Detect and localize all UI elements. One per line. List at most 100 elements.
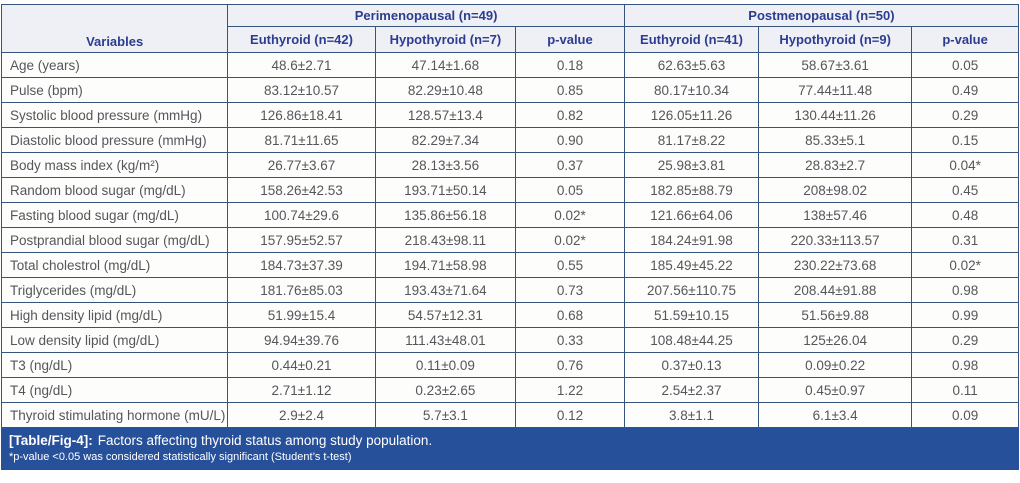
cell-value: 0.37±0.13	[623, 352, 760, 378]
cell-value: 28.13±3.56	[374, 152, 517, 178]
row-label: Thyroid stimulating hormone (mU/L)	[0, 402, 229, 428]
cell-value: 0.44±0.21	[227, 352, 376, 378]
row-label: Body mass index (kg/m²)	[0, 152, 229, 178]
table-row: Diastolic blood pressure (mmHg) 81.71±11…	[0, 127, 1019, 153]
cell-value: 0.04*	[911, 152, 1019, 178]
cell-value: 0.33	[515, 327, 625, 353]
table-row: Age (years) 48.6±2.71 47.14±1.68 0.18 62…	[0, 52, 1019, 78]
row-label: Systolic blood pressure (mmHg)	[0, 102, 229, 128]
table-row: Low density lipid (mg/dL) 94.94±39.76 11…	[0, 327, 1019, 353]
caption-text: Factors affecting thyroid status among s…	[97, 433, 433, 448]
cell-value: 184.24±91.98	[623, 227, 760, 253]
cell-value: 0.99	[911, 302, 1019, 328]
cell-value: 0.98	[911, 352, 1019, 378]
row-label: Total cholestrol (mg/dL)	[0, 252, 229, 278]
cell-value: 0.23±2.65	[374, 377, 517, 403]
cell-value: 121.66±64.06	[623, 202, 760, 228]
column-header-pvalue-peri: p-value	[515, 26, 625, 53]
cell-value: 0.45	[911, 177, 1019, 203]
column-header-variables: Variables	[0, 4, 229, 53]
cell-value: 184.73±37.39	[227, 252, 376, 278]
row-label: Pulse (bpm)	[0, 77, 229, 103]
row-label: Fasting blood sugar (mg/dL)	[0, 202, 229, 228]
cell-value: 0.31	[911, 227, 1019, 253]
figure-caption: [Table/Fig-4]: Factors affecting thyroid …	[9, 432, 1009, 450]
cell-value: 0.45±0.97	[758, 377, 913, 403]
cell-value: 0.85	[515, 77, 625, 103]
cell-value: 138±57.46	[758, 202, 913, 228]
cell-value: 0.68	[515, 302, 625, 328]
cell-value: 128.57±13.4	[374, 102, 517, 128]
cell-value: 135.86±56.18	[374, 202, 517, 228]
cell-value: 0.29	[911, 327, 1019, 353]
cell-value: 51.56±9.88	[758, 302, 913, 328]
cell-value: 208.44±91.88	[758, 277, 913, 303]
cell-value: 0.98	[911, 277, 1019, 303]
cell-value: 220.33±113.57	[758, 227, 913, 253]
cell-value: 85.33±5.1	[758, 127, 913, 153]
row-label: High density lipid (mg/dL)	[0, 302, 229, 328]
table-row: T3 (ng/dL) 0.44±0.21 0.11±0.09 0.76 0.37…	[0, 352, 1019, 378]
table-row: Random blood sugar (mg/dL) 158.26±42.53 …	[0, 177, 1019, 203]
cell-value: 208±98.02	[758, 177, 913, 203]
cell-value: 0.12	[515, 402, 625, 428]
row-label: T3 (ng/dL)	[0, 352, 229, 378]
group-header-perimenopausal: Perimenopausal (n=49)	[227, 4, 625, 27]
cell-value: 80.17±10.34	[623, 77, 760, 103]
cell-value: 28.83±2.7	[758, 152, 913, 178]
cell-value: 77.44±11.48	[758, 77, 913, 103]
cell-value: 0.82	[515, 102, 625, 128]
cell-value: 108.48±44.25	[623, 327, 760, 353]
table-row: Pulse (bpm) 83.12±10.57 82.29±10.48 0.85…	[0, 77, 1019, 103]
cell-value: 193.71±50.14	[374, 177, 517, 203]
cell-value: 48.6±2.71	[227, 52, 376, 78]
cell-value: 62.63±5.63	[623, 52, 760, 78]
cell-value: 2.54±2.37	[623, 377, 760, 403]
row-label: T4 (ng/dL)	[0, 377, 229, 403]
cell-value: 47.14±1.68	[374, 52, 517, 78]
results-table: Variables Perimenopausal (n=49) Postmeno…	[0, 4, 1020, 428]
cell-value: 94.94±39.76	[227, 327, 376, 353]
cell-value: 51.99±15.4	[227, 302, 376, 328]
cell-value: 0.37	[515, 152, 625, 178]
cell-value: 0.09	[911, 402, 1019, 428]
table-row: Thyroid stimulating hormone (mU/L) 2.9±2…	[0, 402, 1019, 428]
cell-value: 6.1±3.4	[758, 402, 913, 428]
cell-value: 0.11	[911, 377, 1019, 403]
cell-value: 58.67±3.61	[758, 52, 913, 78]
cell-value: 2.9±2.4	[227, 402, 376, 428]
table-row: Triglycerides (mg/dL) 181.76±85.03 193.4…	[0, 277, 1019, 303]
table-caption-bar: [Table/Fig-4]: Factors affecting thyroid …	[1, 428, 1019, 470]
cell-value: 0.18	[515, 52, 625, 78]
row-label: Diastolic blood pressure (mmHg)	[0, 127, 229, 153]
column-header-pvalue-post: p-value	[911, 26, 1019, 53]
cell-value: 5.7±3.1	[374, 402, 517, 428]
column-header-euthyroid-peri: Euthyroid (n=42)	[227, 26, 376, 53]
cell-value: 157.95±52.57	[227, 227, 376, 253]
cell-value: 0.02*	[911, 252, 1019, 278]
cell-value: 0.29	[911, 102, 1019, 128]
group-header-postmenopausal: Postmenopausal (n=50)	[623, 4, 1020, 27]
table-row: Fasting blood sugar (mg/dL) 100.74±29.6 …	[0, 202, 1019, 228]
cell-value: 182.85±88.79	[623, 177, 760, 203]
cell-value: 0.05	[911, 52, 1019, 78]
cell-value: 54.57±12.31	[374, 302, 517, 328]
column-header-euthyroid-post: Euthyroid (n=41)	[623, 26, 760, 53]
cell-value: 111.43±48.01	[374, 327, 517, 353]
cell-value: 100.74±29.6	[227, 202, 376, 228]
cell-value: 0.55	[515, 252, 625, 278]
cell-value: 185.49±45.22	[623, 252, 760, 278]
page: Variables Perimenopausal (n=49) Postmeno…	[0, 4, 1020, 470]
cell-value: 83.12±10.57	[227, 77, 376, 103]
cell-value: 81.17±8.22	[623, 127, 760, 153]
cell-value: 126.86±18.41	[227, 102, 376, 128]
cell-value: 0.02*	[515, 202, 625, 228]
row-label: Age (years)	[0, 52, 229, 78]
cell-value: 26.77±3.67	[227, 152, 376, 178]
table-row: Body mass index (kg/m²) 26.77±3.67 28.13…	[0, 152, 1019, 178]
cell-value: 158.26±42.53	[227, 177, 376, 203]
cell-value: 3.8±1.1	[623, 402, 760, 428]
cell-value: 0.02*	[515, 227, 625, 253]
cell-value: 194.71±58.98	[374, 252, 517, 278]
cell-value: 1.22	[515, 377, 625, 403]
